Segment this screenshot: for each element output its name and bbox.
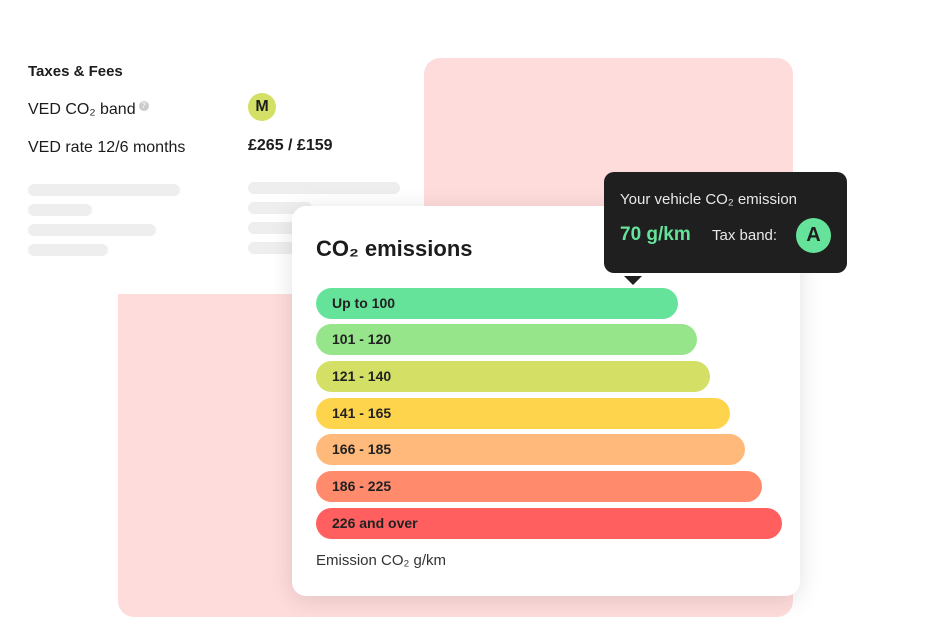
section-title: Taxes & Fees [28,63,123,80]
skeleton-line [28,204,92,216]
vehicle-emission-tooltip: Your vehicle CO₂ emission 70 g/km Tax ba… [604,172,847,285]
emission-band-bar: 101 - 120 [316,324,697,355]
ved-band-text: VED CO₂ band [28,101,136,118]
emission-band-bar: 121 - 140 [316,361,710,392]
tooltip-title: Your vehicle CO₂ emission [620,191,798,208]
skeleton-line [248,182,400,194]
card-title: CO₂ emissions [316,236,473,261]
ved-band-badge: M [248,93,276,121]
emission-band-bar: 226 and over [316,508,782,539]
emission-band-bar: Up to 100 [316,288,678,319]
card-footer: Emission CO₂ g/km [316,552,447,569]
ved-rate-label: VED rate 12/6 months [28,139,186,156]
skeleton-line [28,184,180,196]
ved-rate-value: £265 / £159 [248,137,333,154]
ved-band-label: VED CO₂ band? [28,101,149,119]
emission-band-bar: 166 - 185 [316,434,745,465]
tax-band-label: Tax band: [712,227,778,244]
skeleton-line [28,244,108,256]
help-icon[interactable]: ? [138,101,149,111]
emission-band-bar: 141 - 165 [316,398,730,429]
emission-band-bar: 186 - 225 [316,471,762,502]
emission-value: 70 g/km [620,224,691,245]
tax-band-badge: A [796,218,831,253]
skeleton-line [28,224,156,236]
